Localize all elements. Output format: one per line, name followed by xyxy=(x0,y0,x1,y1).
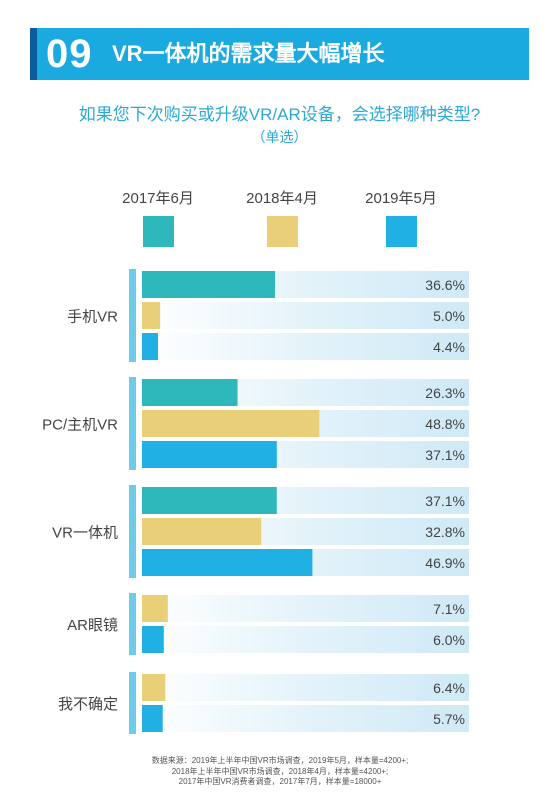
category-label: 我不确定 xyxy=(58,696,118,713)
legend-label: 2018年4月 xyxy=(246,190,318,207)
section-number: 09 xyxy=(46,32,93,76)
data-label: 48.8% xyxy=(425,416,465,432)
legend-swatch xyxy=(385,216,417,247)
legend-item-2019: 2019年5月 xyxy=(341,190,461,247)
bar-track xyxy=(142,333,469,360)
category-label: PC/主机VR xyxy=(42,417,118,434)
bar xyxy=(142,271,275,298)
bar xyxy=(142,595,168,622)
source-line: 2018年上半年中国VR市场调查，2018年4月，样本量=4200+; xyxy=(171,766,389,776)
group-bracket xyxy=(129,485,136,578)
legend-swatch xyxy=(142,216,174,247)
bar xyxy=(142,487,277,514)
bar xyxy=(142,549,313,576)
legend-item-2018: 2018年4月 xyxy=(222,190,342,247)
group-bracket xyxy=(129,377,136,470)
chart-question-note: （单选） xyxy=(251,129,308,145)
category-label: VR一体机 xyxy=(52,525,118,542)
header-banner: 09 VR一体机的需求量大幅增长 xyxy=(30,28,529,80)
data-label: 37.1% xyxy=(425,447,465,463)
group-bracket xyxy=(129,672,136,734)
data-label: 6.4% xyxy=(433,680,465,696)
group-bracket xyxy=(129,269,136,362)
legend-label: 2017年6月 xyxy=(122,190,194,207)
chart-question: 如果您下次购买或升级VR/AR设备，会选择哪种类型? xyxy=(78,105,481,124)
data-label: 37.1% xyxy=(425,493,465,509)
bar-track xyxy=(142,674,469,701)
bar xyxy=(142,379,238,406)
bar xyxy=(142,441,277,468)
data-label: 26.3% xyxy=(425,385,465,401)
source-line: 数据来源：2019年上半年中国VR市场调查，2019年5月，样本量=4200+; xyxy=(151,756,409,765)
data-label: 46.9% xyxy=(425,555,465,571)
bar xyxy=(142,410,320,437)
data-label: 5.0% xyxy=(433,308,465,324)
data-label: 4.4% xyxy=(433,339,465,355)
bar-track xyxy=(142,626,469,653)
bar xyxy=(142,674,166,701)
category-label: 手机VR xyxy=(67,309,118,326)
bar xyxy=(142,333,158,360)
legend-label: 2019年5月 xyxy=(365,190,437,207)
data-label: 7.1% xyxy=(433,601,465,617)
data-label: 6.0% xyxy=(433,632,465,648)
bar-track xyxy=(142,595,469,622)
header-accent xyxy=(30,28,37,80)
bar xyxy=(142,626,164,653)
data-source-note: 数据来源：2019年上半年中国VR市场调查，2019年5月，样本量=4200+;… xyxy=(120,756,440,788)
page-title: VR一体机的需求量大幅增长 xyxy=(112,41,385,66)
data-label: 36.6% xyxy=(425,277,465,293)
bar xyxy=(142,705,163,732)
bar-track xyxy=(142,302,469,329)
group-bracket xyxy=(129,593,136,655)
bar xyxy=(142,518,262,545)
bar-track xyxy=(142,705,469,732)
bar xyxy=(142,302,161,329)
category-label: AR眼镜 xyxy=(67,616,118,634)
data-label: 32.8% xyxy=(425,524,465,540)
legend-swatch xyxy=(266,216,298,247)
data-label: 5.7% xyxy=(433,711,465,727)
legend-item-2017: 2017年6月 xyxy=(98,190,218,247)
source-line: 2017年中国VR消费者调查，2017年7月，样本量=18000+ xyxy=(178,777,382,786)
